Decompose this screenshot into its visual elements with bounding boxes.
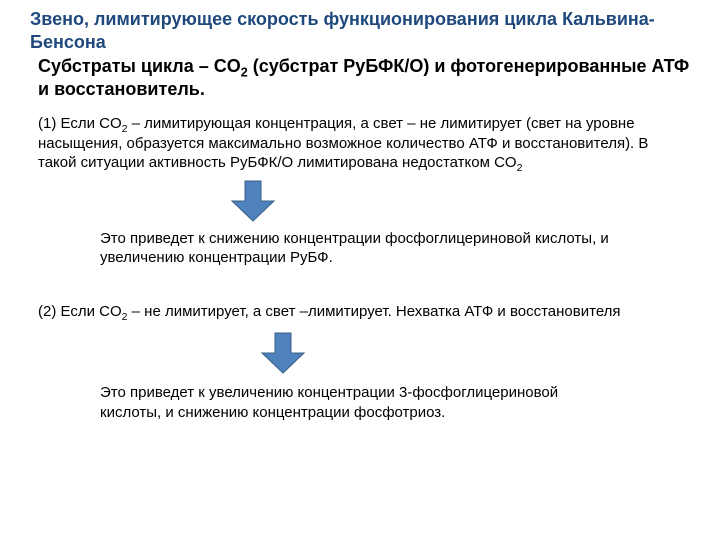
arrow-1-wrap [30, 179, 720, 223]
paragraph-case-2: (2) Если CO2 – не лимитирует, а свет –ли… [38, 302, 690, 322]
p2-pre: (2) Если CO [38, 303, 122, 320]
result-case-2: Это приведет к увеличению концентрации 3… [100, 383, 600, 422]
p1-sub-b: 2 [517, 162, 523, 174]
arrow-2-wrap [30, 331, 720, 375]
result-case-1: Это приведет к снижению концентрации фос… [100, 229, 660, 268]
p2-post: – не лимитирует, а свет –лимитирует. Нех… [127, 303, 620, 320]
subhead-part-pre: Субстраты цикла – CO [38, 56, 241, 76]
arrow-shape [262, 333, 304, 373]
slide: Звено, лимитирующее скорость функциониро… [0, 0, 720, 540]
slide-subhead: Субстраты цикла – CO2 (субстрат РуБФК/О)… [38, 55, 690, 100]
subhead-sub: 2 [241, 66, 248, 80]
slide-title: Звено, лимитирующее скорость функциониро… [30, 8, 690, 53]
down-arrow-icon [260, 331, 306, 375]
arrow-shape [232, 181, 274, 221]
p1-pre: (1) Если CO [38, 115, 122, 132]
p1-mid: – лимитирующая концентрация, а свет – не… [38, 115, 648, 171]
paragraph-case-1: (1) Если CO 2 – лимитирующая концентрация… [38, 114, 690, 173]
down-arrow-icon [230, 179, 276, 223]
